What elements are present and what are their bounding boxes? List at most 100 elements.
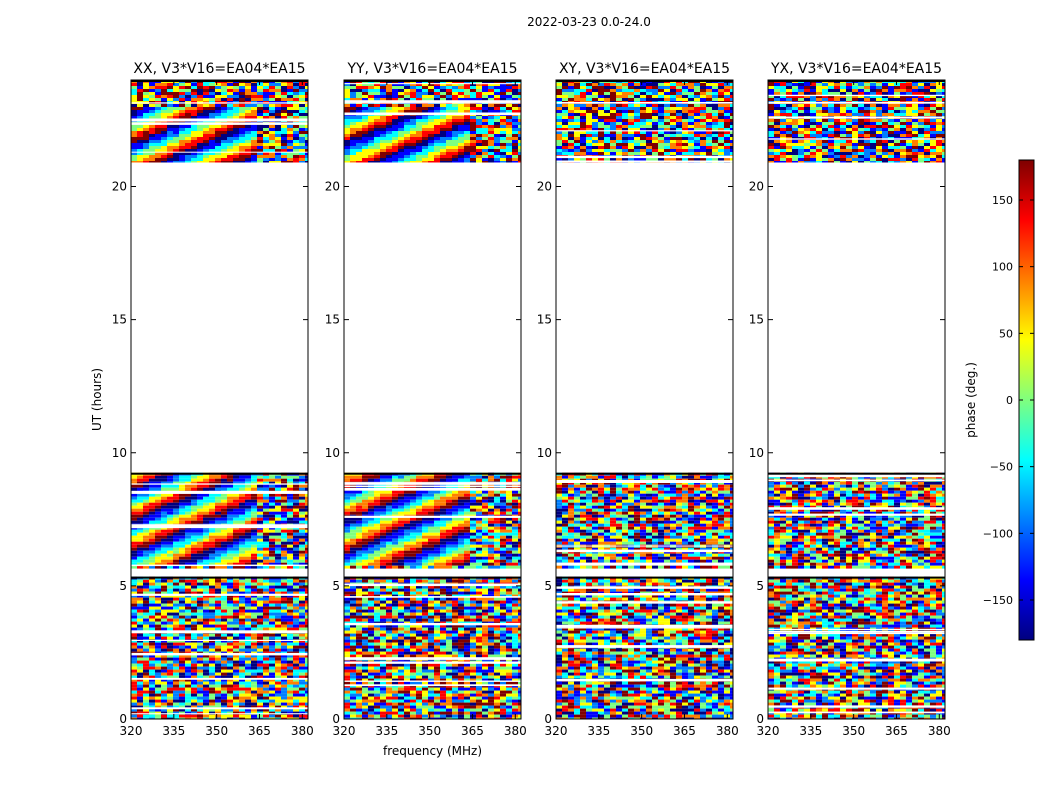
heatmap-cell bbox=[227, 690, 233, 694]
heatmap-cell bbox=[173, 582, 179, 586]
heatmap-cell bbox=[233, 648, 239, 652]
heatmap-cell bbox=[143, 110, 149, 113]
heatmap-cell bbox=[281, 660, 287, 664]
heatmap-cell bbox=[227, 517, 233, 521]
heatmap-cell bbox=[275, 143, 281, 146]
heatmap-cell bbox=[428, 672, 434, 676]
heatmap-cell bbox=[500, 475, 506, 479]
heatmap-cell bbox=[293, 128, 299, 131]
heatmap-cell bbox=[386, 478, 392, 482]
heatmap-cell bbox=[305, 657, 308, 661]
heatmap-cell bbox=[446, 585, 452, 589]
heatmap-cell bbox=[344, 696, 350, 700]
heatmap-cell bbox=[143, 660, 149, 664]
heatmap-cell bbox=[239, 696, 245, 700]
heatmap-cell bbox=[203, 110, 209, 113]
heatmap-cell bbox=[398, 585, 404, 589]
heatmap-cell bbox=[221, 535, 227, 539]
heatmap-cell bbox=[440, 702, 446, 706]
heatmap-cell bbox=[293, 520, 299, 524]
heatmap-cell bbox=[380, 615, 386, 619]
heatmap-cell bbox=[263, 657, 269, 661]
heatmap-cell bbox=[440, 591, 446, 595]
heatmap-cell bbox=[245, 143, 251, 146]
heatmap-cell bbox=[149, 675, 155, 679]
heatmap-cell bbox=[299, 562, 305, 566]
heatmap-cell bbox=[245, 666, 251, 670]
heatmap-cell bbox=[428, 681, 434, 685]
heatmap-cell bbox=[131, 666, 137, 670]
heatmap-cell bbox=[167, 481, 173, 485]
heatmap-cell bbox=[257, 496, 263, 500]
heatmap-cell bbox=[518, 591, 521, 595]
heatmap-cell bbox=[368, 627, 374, 631]
heatmap-cell bbox=[257, 158, 263, 161]
heatmap-cell bbox=[470, 693, 476, 697]
heatmap-cell bbox=[356, 690, 362, 694]
heatmap-cell bbox=[155, 107, 161, 110]
heatmap-cell bbox=[518, 714, 521, 718]
heatmap-cell bbox=[269, 104, 275, 107]
heatmap-cell bbox=[482, 696, 488, 700]
heatmap-cell bbox=[203, 588, 209, 592]
heatmap-cell bbox=[476, 624, 482, 628]
heatmap-cell bbox=[299, 92, 305, 95]
heatmap-cell bbox=[137, 496, 143, 500]
heatmap-cell bbox=[197, 155, 203, 158]
heatmap-cell bbox=[263, 146, 269, 149]
heatmap-cell bbox=[185, 669, 191, 673]
heatmap-cell bbox=[263, 699, 269, 703]
heatmap-cell bbox=[275, 702, 281, 706]
heatmap-cell bbox=[251, 618, 257, 622]
heatmap-cell bbox=[452, 717, 458, 719]
heatmap-cell bbox=[227, 711, 233, 715]
heatmap-cell bbox=[251, 532, 257, 536]
heatmap-cell bbox=[185, 496, 191, 500]
heatmap-cell bbox=[179, 600, 185, 604]
heatmap-cell bbox=[470, 645, 476, 649]
heatmap-cell bbox=[197, 579, 203, 583]
heatmap-cell bbox=[494, 579, 500, 583]
heatmap-cell bbox=[257, 475, 263, 479]
heatmap-cell bbox=[179, 708, 185, 712]
heatmap-cell bbox=[203, 98, 209, 101]
heatmap-cell bbox=[185, 672, 191, 676]
heatmap-cell bbox=[143, 478, 149, 482]
heatmap-cell bbox=[464, 636, 470, 640]
heatmap-cell bbox=[161, 559, 167, 563]
heatmap-cell bbox=[476, 693, 482, 697]
heatmap-cell bbox=[299, 86, 305, 89]
heatmap-cell bbox=[281, 696, 287, 700]
heatmap-cell bbox=[185, 535, 191, 539]
heatmap-cell bbox=[227, 678, 233, 682]
heatmap-cell bbox=[263, 588, 269, 592]
heatmap-cell bbox=[227, 158, 233, 161]
heatmap-cell bbox=[155, 663, 161, 667]
heatmap-cell bbox=[191, 660, 197, 664]
heatmap-cell bbox=[215, 529, 221, 533]
heatmap-cell bbox=[197, 535, 203, 539]
heatmap-cell bbox=[161, 565, 167, 569]
heatmap-cell bbox=[458, 591, 464, 595]
heatmap-cell bbox=[380, 642, 386, 646]
heatmap-cell bbox=[275, 83, 281, 86]
heatmap-cell bbox=[167, 493, 173, 497]
heatmap-cell bbox=[239, 134, 245, 137]
heatmap-cell bbox=[155, 529, 161, 533]
heatmap-cell bbox=[410, 663, 416, 667]
heatmap-cell bbox=[500, 687, 506, 691]
heatmap-cell bbox=[143, 565, 149, 569]
heatmap-cell bbox=[494, 478, 500, 482]
heatmap-cell bbox=[191, 104, 197, 107]
heatmap-cell bbox=[215, 696, 221, 700]
heatmap-cell bbox=[275, 672, 281, 676]
heatmap-cell bbox=[275, 484, 281, 488]
heatmap-cell bbox=[386, 490, 392, 494]
heatmap-cell bbox=[518, 493, 521, 497]
heatmap-cell bbox=[197, 585, 203, 589]
heatmap-cell bbox=[380, 588, 386, 592]
heatmap-cell bbox=[488, 690, 494, 694]
heatmap-cell bbox=[512, 642, 518, 646]
heatmap-cell bbox=[305, 541, 308, 545]
heatmap-cell bbox=[386, 633, 392, 637]
